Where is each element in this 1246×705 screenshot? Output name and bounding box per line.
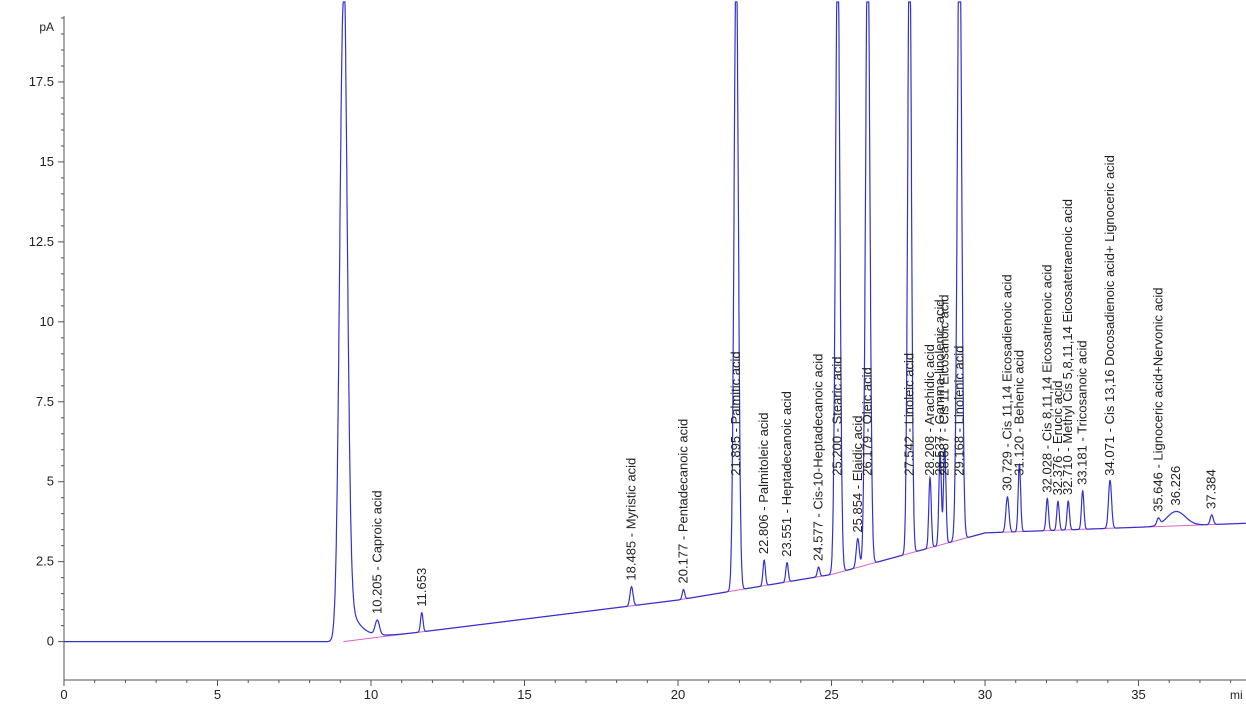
y-unit-label: pA	[39, 20, 54, 34]
peak-label: 21.895 - Palmitic acid	[728, 351, 743, 475]
peak-label: 23.551 - Heptadecanoic acid	[779, 391, 794, 557]
signal-layer	[64, 1, 1246, 643]
peak-label: 25.200 - Stearic acid	[830, 356, 845, 475]
peak-label: 28.537 - Gamma-linolenic acid	[932, 299, 947, 475]
peak-label: 33.181 - Tricosanoic acid	[1075, 340, 1090, 485]
peak-label: 32.028 - Cis 8,11,14 Eicosatrienoic acid	[1039, 264, 1054, 492]
x-tick-label: 35	[1131, 687, 1145, 702]
baseline-layer	[343, 522, 1246, 643]
peak-label: 28.687 - Cis 11 Eicosanoic acid	[937, 295, 952, 476]
y-tick-label: 2.5	[36, 554, 54, 569]
y-tick-label: 17.5	[29, 74, 54, 89]
peak-label: 35.646 - Lignoceric acid+Nervonic acid	[1150, 288, 1165, 512]
peak-label: 30.729 - Cis 11,14 Eicosadienoic acid	[999, 274, 1014, 491]
peak-labels: 10.205 - Caproic acid 11.653 18.485 - Myri…	[369, 155, 1218, 614]
peak-label: 34.071 - Cis 13,16 Docosadienoic acid+ L…	[1102, 155, 1117, 476]
peak-label: 22.806 - Palmitoleic acid	[756, 412, 771, 554]
peak-label: 20.177 - Pentadecanoic acid	[676, 419, 691, 584]
peak-label: 26.179 - Oleic acid	[860, 367, 875, 475]
x-tick-label: 0	[60, 687, 67, 702]
peak-label: 29.168 - Linolenic acid	[952, 346, 967, 476]
x-tick-label: 30	[978, 687, 992, 702]
peak-label: 32.376 - Erucic acid	[1050, 380, 1065, 495]
x-unit-label: mi	[1230, 688, 1243, 702]
peak-label: 18.485 - Myristic acid	[624, 458, 639, 581]
axes: 0 5 10 15 20 25 30 35 0 2.5 5 7.5 10 12.5 15 17.5	[29, 16, 1246, 702]
y-tick-label: 15	[40, 154, 54, 169]
integration-baseline	[343, 522, 1246, 643]
y-tick-label: 7.5	[36, 394, 54, 409]
y-tick-label: 0	[47, 634, 54, 649]
peak-label: 28.208 - Arachidic acid	[922, 344, 937, 476]
y-tick-label: 5	[47, 474, 54, 489]
peak-label: 32.710 - Methyl Cis 5,8,11,14 Eicosatetr…	[1060, 199, 1075, 495]
peak-label: 37.384	[1204, 469, 1219, 509]
x-tick-label: 20	[671, 687, 685, 702]
x-tick-label: 25	[824, 687, 838, 702]
peak-label: 24.577 - Cis-10-Heptadecanoic acid	[811, 354, 826, 561]
y-tick-label: 10	[40, 314, 54, 329]
x-tick-label: 15	[517, 687, 531, 702]
x-tick-label: 10	[364, 687, 378, 702]
peak-label: 27.542 - Linoleic acid	[902, 353, 917, 476]
peak-label: 36.226	[1168, 466, 1183, 506]
peak-label: 31.120 - Behenic acid	[1011, 350, 1026, 476]
peak-label: 11.653	[414, 568, 429, 607]
y-tick-label: 12.5	[29, 234, 54, 249]
chromatogram-trace	[64, 1, 1246, 643]
x-tick-label: 5	[214, 687, 221, 702]
peak-label: 10.205 - Caproic acid	[369, 490, 384, 614]
peak-label: 25.854 - Elaidic acid	[850, 416, 865, 533]
